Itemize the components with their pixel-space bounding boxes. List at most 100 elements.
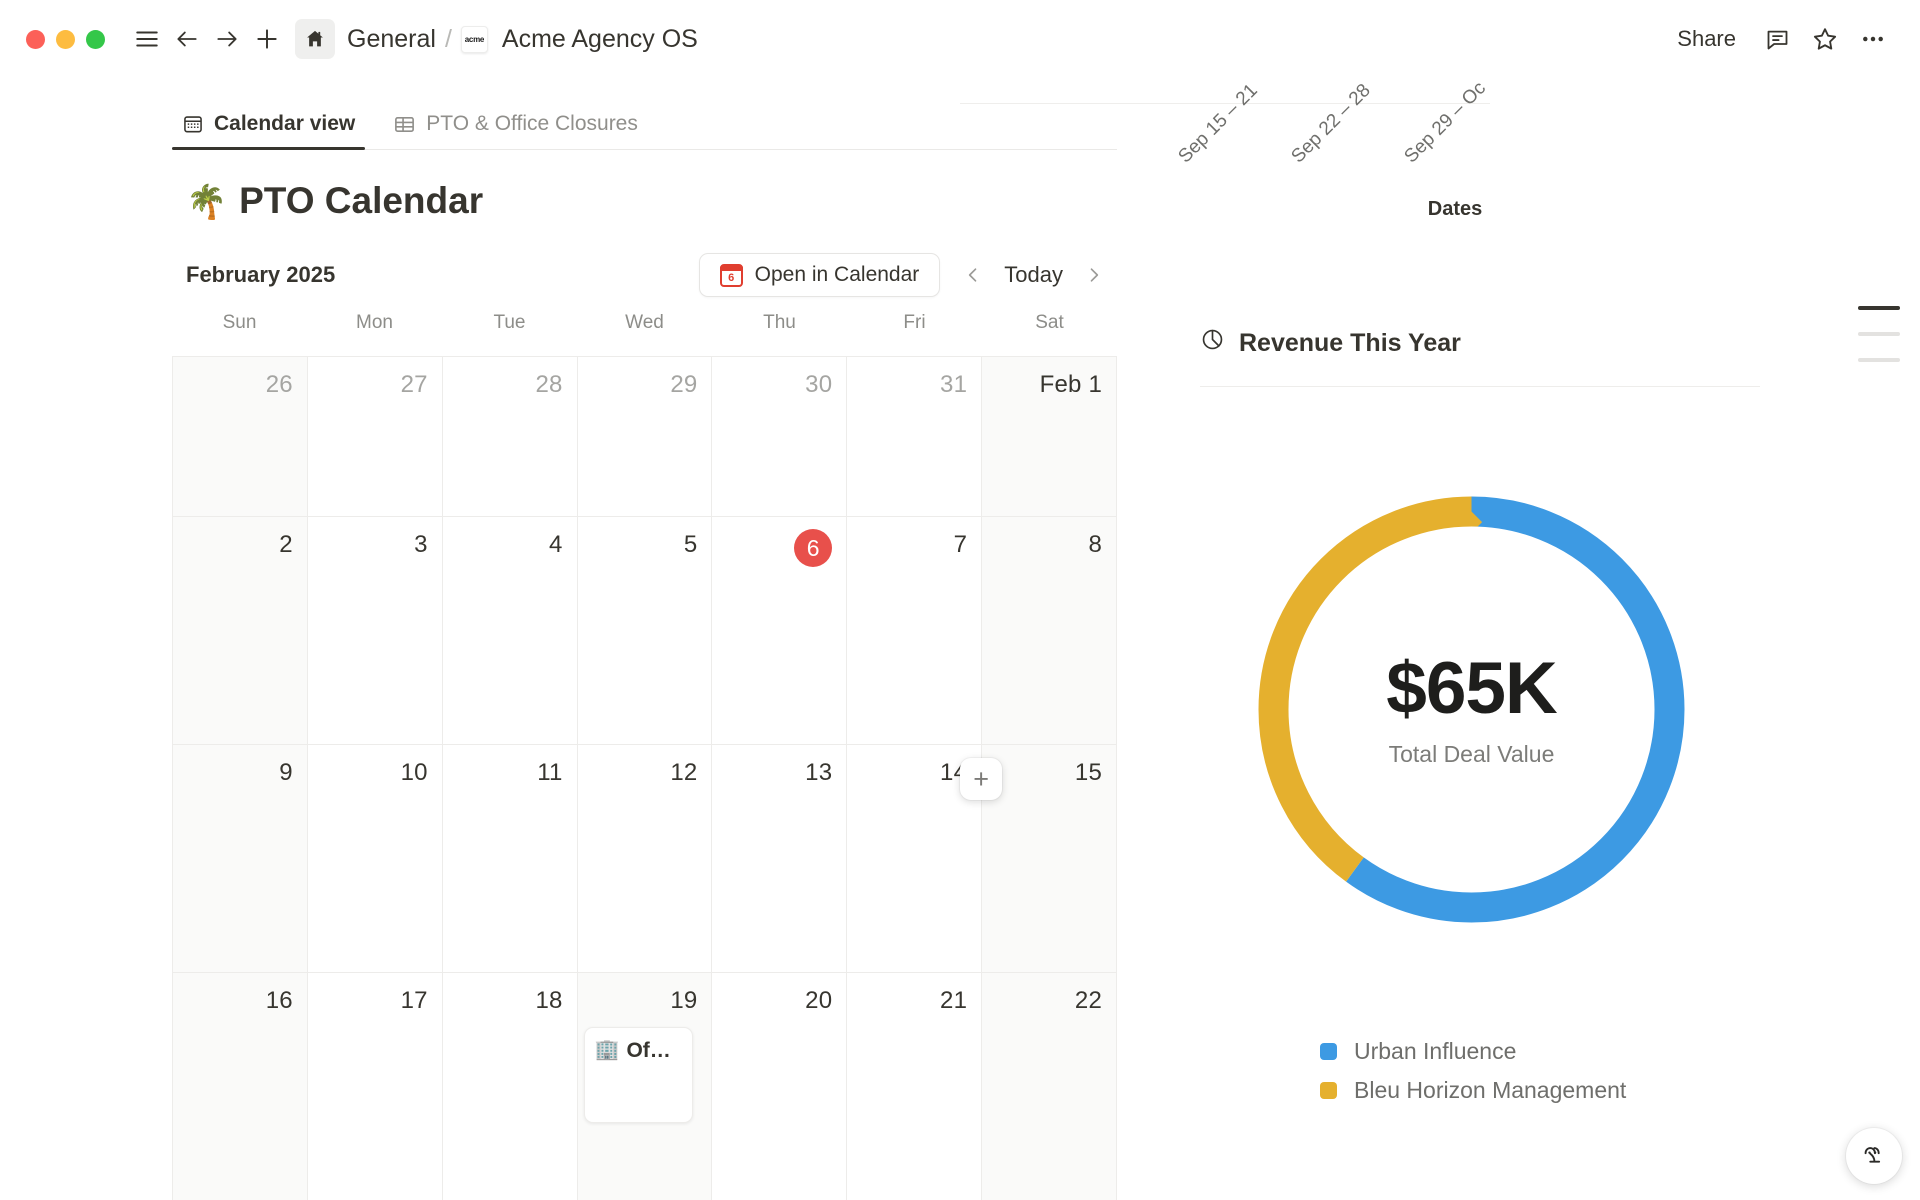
comment-icon[interactable]	[1756, 18, 1798, 60]
breadcrumb-title[interactable]: Acme Agency OS	[501, 24, 698, 53]
calendar-day-cell[interactable]: 13	[712, 745, 848, 973]
chevron-right-icon[interactable]	[1077, 256, 1111, 294]
calendar-day-cell[interactable]: 27	[307, 357, 443, 517]
add-event-button[interactable]: +	[960, 758, 1003, 800]
today-button[interactable]: Today	[994, 256, 1073, 294]
calendar-day-number: 21	[940, 987, 968, 1014]
legend-label: Urban Influence	[1354, 1038, 1517, 1064]
calendar-day-cell[interactable]: 8	[982, 517, 1117, 745]
calendar-day-number: 14	[940, 759, 968, 786]
legend-label: Bleu Horizon Management	[1354, 1077, 1627, 1103]
toc-line-active[interactable]	[1858, 306, 1900, 310]
tab-calendar-view[interactable]: Calendar view	[172, 112, 366, 150]
home-icon[interactable]	[295, 19, 335, 59]
donut-slice[interactable]	[1258, 496, 1685, 923]
revenue-donut-chart: $65K Total Deal Value	[1249, 487, 1694, 932]
weekday-label: Wed	[625, 312, 664, 333]
calendar-day-number: 3	[414, 531, 428, 558]
arrow-right-icon[interactable]	[207, 19, 247, 59]
calendar-day-cell[interactable]: 11	[442, 745, 578, 973]
calendar-day-number: 18	[535, 987, 563, 1014]
calendar-day-cell[interactable]: 26	[173, 357, 308, 517]
calendar-day-cell[interactable]: 5	[577, 517, 713, 745]
ellipsis-icon[interactable]	[1852, 18, 1894, 60]
calendar-day-cell[interactable]: 19 🏢 Of…	[577, 973, 713, 1200]
assistant-face-icon[interactable]	[1846, 1128, 1902, 1184]
arrow-left-icon[interactable]	[167, 19, 207, 59]
maximize-window-button[interactable]	[86, 29, 105, 49]
view-tabs: Calendar view PTO & Office Closures	[172, 98, 1117, 150]
calendar-day-number: 8	[1088, 531, 1102, 558]
calendar-day-number: 22	[1074, 987, 1102, 1014]
tab-label: Calendar view	[214, 112, 356, 135]
table-icon	[393, 113, 416, 136]
calendar-month-label: February 2025	[186, 262, 336, 287]
calendar-day-cell[interactable]: 17	[307, 973, 443, 1200]
chart-axis-divider	[960, 103, 1490, 104]
workspace-logo: acme	[460, 25, 488, 53]
weekday-label: Sun	[222, 312, 257, 333]
axis-tick-label: Sep 15 – 21	[1174, 79, 1262, 168]
calendar-event-title: Of…	[626, 1039, 671, 1062]
calendar-week-row: 2 3 4 5 6 7 8	[173, 517, 1117, 745]
tab-pto-office-closures[interactable]: PTO & Office Closures	[383, 112, 648, 149]
plus-icon[interactable]	[247, 19, 287, 59]
calendar-day-cell[interactable]: 18	[442, 973, 578, 1200]
minimize-window-button[interactable]	[56, 29, 75, 49]
calendar-day-cell[interactable]: 2	[173, 517, 308, 745]
calendar-day-cell[interactable]: 22	[982, 973, 1117, 1200]
table-of-contents-indicator[interactable]	[1858, 306, 1900, 362]
revenue-divider	[1200, 386, 1760, 387]
calendar-day-number: 20	[805, 987, 833, 1014]
calendar-event-card[interactable]: 🏢 Of…	[583, 1027, 694, 1123]
calendar-week-row: 9 10 11 12 13 14 15 +	[173, 745, 1117, 973]
close-window-button[interactable]	[26, 29, 45, 49]
legend-item[interactable]: Bleu Horizon Management	[1320, 1077, 1626, 1104]
calendar-day-cell[interactable]: 16	[173, 973, 308, 1200]
calendar-day-cell[interactable]: 28	[442, 357, 578, 517]
calendar-day-cell[interactable]: Feb 1	[982, 357, 1117, 517]
calendar-day-cell[interactable]: 4	[442, 517, 578, 745]
calendar-day-cell[interactable]: 14	[847, 745, 983, 973]
page-title-text: PTO Calendar	[239, 180, 484, 221]
legend-swatch	[1320, 1043, 1337, 1060]
toc-line[interactable]	[1858, 358, 1900, 362]
calendar-day-cell[interactable]: 29	[577, 357, 713, 517]
breadcrumb-parent[interactable]: General	[347, 24, 436, 53]
calendar-day-cell[interactable]: 20	[712, 973, 848, 1200]
page-title: 🌴 PTO Calendar	[186, 180, 483, 222]
calendar-day-number: 9	[279, 759, 293, 786]
calendar-day-cell[interactable]: 6	[712, 517, 848, 745]
calendar-toolbar: February 2025 6 Open in Calendar Today	[186, 253, 1111, 297]
share-button[interactable]: Share	[1663, 20, 1750, 58]
open-in-calendar-label: Open in Calendar	[754, 263, 920, 286]
calendar-day-cell[interactable]: 12	[577, 745, 713, 973]
calendar-day-number: 4	[549, 531, 563, 558]
hamburger-icon[interactable]	[127, 19, 167, 59]
calendar-day-cell[interactable]: 9	[173, 745, 308, 973]
title-bar: General / acme Acme Agency OS Share	[0, 0, 1920, 78]
axis-tick-label: Sep 29 – Oc	[1400, 77, 1490, 168]
calendar-day-cell[interactable]: 10	[307, 745, 443, 973]
calendar-day-cell[interactable]: 7	[847, 517, 983, 745]
breadcrumb-separator: /	[444, 24, 452, 53]
calendar-day-cell[interactable]: 31	[847, 357, 983, 517]
calendar-week-row: 26 27 28 29 30 31 Feb 1	[173, 357, 1117, 517]
calendar-day-number: 15	[1074, 759, 1102, 786]
open-in-calendar-button[interactable]: 6 Open in Calendar	[698, 253, 941, 297]
calendar-day-number: 17	[400, 987, 428, 1014]
calendar-day-cell[interactable]: 15 +	[960, 745, 1117, 973]
calendar-day-number: 31	[940, 371, 968, 398]
star-icon[interactable]	[1804, 18, 1846, 60]
calendar-day-cell[interactable]: 30	[712, 357, 848, 517]
chevron-left-icon[interactable]	[956, 256, 990, 294]
legend-item[interactable]: Urban Influence	[1320, 1038, 1626, 1065]
tab-label: PTO & Office Closures	[426, 112, 638, 135]
office-building-icon: 🏢	[594, 1039, 620, 1061]
calendar-day-cell[interactable]: 3	[307, 517, 443, 745]
calendar-day-cell[interactable]: 21	[847, 973, 983, 1200]
today-marker: 6	[794, 529, 833, 567]
toc-line[interactable]	[1858, 332, 1900, 336]
calendar-day-number: 12	[670, 759, 698, 786]
window-controls	[26, 29, 105, 49]
